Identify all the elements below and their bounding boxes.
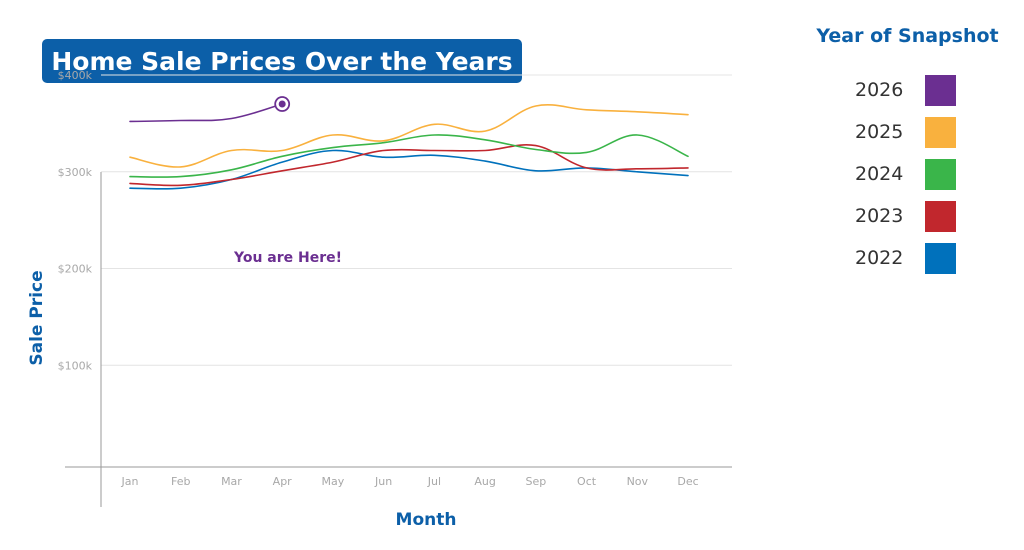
legend-swatch (925, 75, 956, 106)
x-axis-title: Month (396, 510, 457, 530)
series-line-2026 (129, 103, 283, 123)
x-tick-label: Apr (273, 475, 293, 488)
legend-title: Year of Snapshot (816, 25, 999, 47)
annotation-label: You are Here! (233, 250, 342, 266)
series-line-2024 (129, 134, 689, 178)
legend-label: 2026 (855, 79, 904, 101)
legend-item-2022: 2022 (855, 243, 1015, 275)
x-tick-label: Aug (474, 475, 495, 488)
x-tick-label: May (322, 475, 345, 488)
x-tick-label: Jun (374, 475, 392, 488)
x-tick-labels: Jan Feb Mar Apr May Jun Jul Aug Sep Oct Nov Dec (121, 475, 699, 488)
annotation-marker (274, 96, 291, 112)
x-tick-label: Feb (171, 475, 190, 488)
legend-item-2026: 2026 (855, 75, 1015, 107)
y-tick-labels: $100k$200k$300k$400k$500k (58, 69, 93, 372)
x-tick-label: Jan (121, 475, 139, 488)
legend-label: 2024 (855, 163, 904, 185)
y-tick-label: $200k (58, 263, 93, 276)
x-tick-label: Nov (627, 475, 649, 488)
x-tick-label: Dec (677, 475, 698, 488)
legend-item-2025: 2025 (855, 117, 1015, 149)
legend-swatch (925, 117, 956, 148)
marker-dot (278, 100, 286, 108)
series-line-2025 (129, 104, 689, 168)
chart-title: Home Sale Prices Over the Years (42, 39, 522, 83)
y-tick-label: $100k (58, 359, 93, 372)
x-tick-label: Oct (577, 475, 597, 488)
x-tick-label: Mar (221, 475, 242, 488)
x-tick-label: Sep (525, 475, 546, 488)
legend-label: 2022 (855, 247, 904, 269)
series-lines (129, 103, 689, 190)
y-tick-label: $400k (58, 69, 93, 82)
y-axis-title: Sale Price (27, 270, 47, 365)
legend-swatch (925, 243, 956, 274)
x-tick-label: Jul (427, 475, 441, 488)
legend-swatch (925, 159, 956, 190)
legend-swatch (925, 201, 956, 232)
legend-label: 2025 (855, 121, 904, 143)
legend-label: 2023 (855, 205, 904, 227)
line-chart: $100k$200k$300k$400k$500k JanFebMarAprMa… (27, 69, 732, 530)
series-line-2023 (129, 144, 689, 187)
legend-item-2024: 2024 (855, 159, 1015, 191)
legend-item-2023: 2023 (855, 201, 1015, 233)
gridlines (101, 74, 732, 366)
y-tick-label: $300k (58, 166, 93, 179)
